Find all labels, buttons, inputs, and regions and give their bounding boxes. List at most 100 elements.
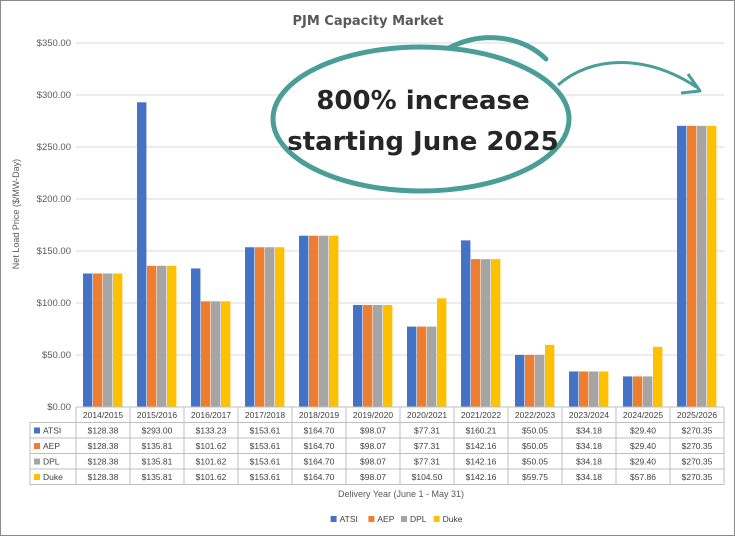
y-tick-label: $50.00: [42, 350, 71, 361]
y-tick-label: $150.00: [37, 246, 71, 257]
x-axis-title: Delivery Year (June 1 - May 31): [338, 489, 464, 499]
table-cell: $142.16: [466, 441, 497, 451]
bar-duke: [706, 125, 717, 407]
bar-duke: [436, 298, 447, 407]
x-tick-label: 2014/2015: [83, 410, 123, 420]
table-cell: $101.62: [196, 441, 227, 451]
table-cell: $164.70: [304, 457, 335, 467]
y-tick-label: $100.00: [37, 298, 71, 309]
table-series-label: AEP: [43, 441, 60, 451]
table-cell: $270.35: [682, 472, 713, 482]
bar-aep: [255, 247, 265, 407]
bar-aep: [687, 125, 697, 407]
bar-dpl: [427, 326, 437, 407]
table-cell: $160.21: [466, 426, 497, 436]
callout-line-1: 800% increase: [316, 86, 529, 116]
data-table: 2014/2015 2015/2016 2016/2017 2017/2018 2018…: [29, 406, 725, 485]
table-cell: $29.40: [630, 441, 656, 451]
bar-atsi: [191, 268, 201, 407]
bar-atsi: [299, 235, 309, 407]
table-cell: $98.07: [360, 457, 386, 467]
table-cell: $164.70: [304, 426, 335, 436]
x-tick-label: 2025/2026: [677, 410, 717, 420]
table-cell: $77.31: [414, 457, 440, 467]
table-cell: $164.70: [304, 441, 335, 451]
table-cell: $98.07: [360, 441, 386, 451]
bar-dpl: [589, 371, 599, 407]
bar-dpl: [535, 354, 545, 407]
bar-duke: [652, 346, 663, 407]
table-cell: $270.35: [682, 441, 713, 451]
legend: ATSI AEP DPL Duke: [330, 514, 463, 524]
x-tick-label: 2019/2020: [353, 410, 393, 420]
x-tick-label: 2015/2016: [137, 410, 177, 420]
table-cell: $98.07: [360, 472, 386, 482]
table-cell: $142.16: [466, 472, 497, 482]
table-cell: $128.38: [88, 472, 119, 482]
table-cell: $29.40: [630, 426, 656, 436]
y-tick-label: $200.00: [37, 194, 71, 205]
y-tick-label: $250.00: [37, 142, 71, 153]
table-cell: $270.35: [682, 457, 713, 467]
bar-aep: [579, 371, 589, 407]
table-legend-key: [34, 443, 40, 449]
table-cell: $133.23: [196, 426, 227, 436]
table-cell: $59.75: [522, 472, 548, 482]
table-series-label: ATSI: [43, 426, 61, 436]
bar-duke: [220, 301, 231, 407]
legend-key: [401, 516, 407, 522]
bar-aep: [93, 273, 103, 407]
legend-key: [368, 516, 375, 522]
bar-dpl: [373, 305, 383, 407]
bar-duke: [166, 265, 177, 407]
bar-duke: [490, 259, 501, 407]
callout-arrowhead: [680, 73, 702, 95]
table-legend-key: [34, 458, 40, 465]
table-cell: $153.61: [250, 426, 281, 436]
y-axis-title: Net Load Price ($/MW-Day): [11, 159, 21, 269]
bar-atsi: [677, 125, 687, 407]
bar-atsi: [623, 376, 633, 407]
y-tick-label: $300.00: [37, 90, 71, 101]
table-cell: $104.50: [412, 472, 443, 482]
bar-dpl: [697, 125, 707, 407]
table-series-label: DPL: [43, 457, 60, 467]
table-cell: $34.18: [576, 426, 602, 436]
table-cell: $135.81: [142, 457, 173, 467]
bar-duke: [328, 235, 339, 407]
bar-duke: [598, 371, 609, 407]
bar-atsi: [515, 354, 525, 407]
y-tick-label: $350.00: [37, 38, 71, 49]
legend-label: Duke: [443, 514, 463, 524]
table-cell: $164.70: [304, 472, 335, 482]
bars: [83, 102, 717, 407]
table-legend-key: [34, 427, 40, 434]
bar-atsi: [83, 273, 93, 407]
table-legend-key: [34, 474, 40, 480]
bar-duke: [544, 344, 555, 407]
table-cell: $50.05: [522, 457, 548, 467]
table-cell: $29.40: [630, 457, 656, 467]
bar-duke: [112, 273, 123, 407]
table-cell: $34.18: [576, 472, 602, 482]
callout-arrow: [557, 61, 699, 90]
table-cell: $128.38: [88, 426, 119, 436]
table-cell: $293.00: [142, 426, 173, 436]
table-cell: $34.18: [576, 441, 602, 451]
bar-dpl: [211, 301, 221, 407]
bar-aep: [525, 354, 535, 407]
x-tick-label: 2021/2022: [461, 410, 501, 420]
x-tick-label: 2020/2021: [407, 410, 447, 420]
x-tick-label: 2016/2017: [191, 410, 231, 420]
table-cell: $128.38: [88, 441, 119, 451]
bar-dpl: [103, 273, 113, 407]
table-cell: $135.81: [142, 441, 173, 451]
bar-duke: [274, 247, 285, 407]
callout-tail: [446, 35, 549, 62]
bar-dpl: [157, 265, 167, 407]
bar-atsi: [569, 371, 579, 407]
bar-atsi: [137, 102, 147, 407]
bar-dpl: [319, 235, 329, 407]
table-cell: $153.61: [250, 457, 281, 467]
